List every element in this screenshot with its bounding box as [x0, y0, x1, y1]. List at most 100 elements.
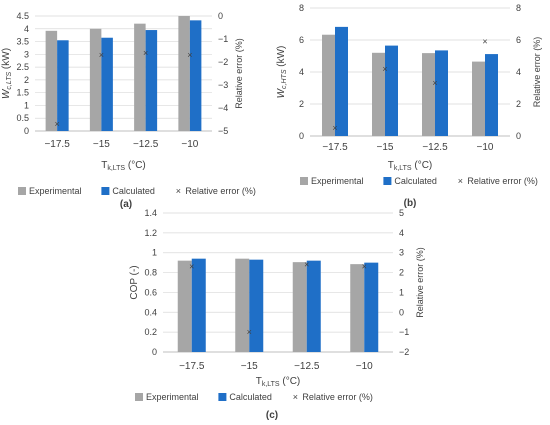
- x-tick-label: −17.5: [44, 139, 70, 150]
- x-tick-label: −10: [181, 139, 198, 150]
- x-axis-label-main: T: [256, 376, 262, 387]
- y-axis-label-main: W: [276, 87, 287, 98]
- y-tick-label: 4: [299, 67, 304, 77]
- relative-error-marker: ×: [362, 262, 367, 272]
- y-tick-label: 1.5: [16, 88, 29, 98]
- panel-label: (a): [120, 199, 132, 210]
- y2-tick-label: −1: [399, 327, 409, 337]
- relative-error-marker: ×: [189, 262, 194, 272]
- legend-swatch-calculated: [383, 177, 392, 185]
- legend-label-relative-error: Relative error (%): [302, 392, 373, 402]
- x-axis-label-unit: (°C): [280, 376, 301, 387]
- relative-error-marker: ×: [247, 327, 252, 337]
- y-tick-label: 0.8: [144, 268, 157, 278]
- y-tick-label: 1.2: [144, 228, 157, 238]
- bar-calculated: [101, 37, 113, 131]
- relative-error-marker: ×: [99, 50, 104, 60]
- y-tick-label: 4: [24, 24, 29, 34]
- y2-tick-label: 5: [399, 208, 404, 218]
- y-axis-label: Wc,LTS (kW): [1, 48, 13, 99]
- y2-tick-label: −2: [218, 57, 228, 67]
- relative-error-marker: ×: [382, 64, 387, 74]
- y-tick-label: 3.5: [16, 37, 29, 47]
- legend: Experimental Calculated × Relative error (%…: [300, 176, 538, 186]
- y-axis-label: COP (-): [129, 265, 140, 299]
- bar-calculated: [435, 50, 448, 136]
- bar-experimental: [472, 61, 485, 136]
- bar-calculated: [364, 262, 379, 352]
- legend-label-relative-error: Relative error (%): [185, 186, 256, 196]
- y2-tick-label: −5: [218, 126, 228, 136]
- y2-tick-label: 4: [399, 228, 404, 238]
- x-tick-label: −12.5: [133, 139, 159, 150]
- y-tick-label: 0.2: [144, 327, 157, 337]
- y-tick-label: 0: [152, 347, 157, 357]
- legend-label-experimental: Experimental: [146, 392, 199, 402]
- y2-tick-label: −2: [399, 347, 409, 357]
- y-axis-label-main: COP (-): [129, 265, 140, 299]
- bar-experimental: [372, 52, 385, 136]
- x-axis-label-main: T: [101, 160, 107, 171]
- chart-panel-1: 00.511.522.533.544.5−5−4−3−2−10×−17.5×−1…: [1, 11, 256, 210]
- y-axis-label-unit: (kW): [276, 46, 287, 70]
- bar-experimental: [45, 30, 58, 132]
- y2-tick-label: −4: [218, 103, 228, 113]
- chart-panel-3: 00.20.40.60.811.21.4−2−1012345×−17.5×−15…: [129, 208, 425, 421]
- x-tick-label: −10: [477, 142, 494, 153]
- x-axis-label-sub: k,LTS: [262, 381, 280, 388]
- y-tick-label: 2: [299, 99, 304, 109]
- legend-swatch-experimental: [300, 177, 308, 185]
- x-tick-label: −15: [93, 139, 110, 150]
- x-tick-label: −12.5: [294, 361, 320, 372]
- y-tick-label: 2: [24, 75, 29, 85]
- y2-tick-label: 2: [516, 99, 521, 109]
- y-tick-label: 0: [299, 131, 304, 141]
- y-tick-label: 0.4: [144, 307, 157, 317]
- relative-error-marker: ×: [54, 119, 59, 129]
- y2-axis-label: Relative error (%): [234, 38, 244, 109]
- y-tick-label: 8: [299, 3, 304, 13]
- relative-error-marker: ×: [187, 50, 192, 60]
- bar-calculated: [385, 45, 398, 136]
- panel-label: (b): [404, 198, 417, 209]
- x-axis-label: Tk,LTS (°C): [101, 160, 146, 172]
- bar-experimental: [177, 260, 192, 352]
- y-tick-label: 0: [24, 126, 29, 136]
- legend-label-calculated: Calculated: [112, 186, 155, 196]
- x-tick-label: −17.5: [179, 361, 205, 372]
- relative-error-marker: ×: [482, 37, 487, 47]
- relative-error-marker: ×: [143, 48, 148, 58]
- bar-calculated: [57, 40, 69, 131]
- y2-tick-label: 6: [516, 35, 521, 45]
- x-tick-label: −10: [356, 361, 373, 372]
- x-tick-label: −17.5: [322, 142, 348, 153]
- legend-label-relative-error: Relative error (%): [467, 176, 538, 186]
- y-axis-label-sub: c,LTS: [6, 72, 13, 90]
- x-axis-label-unit: (°C): [412, 160, 433, 171]
- x-tick-label: −15: [241, 361, 258, 372]
- bar-experimental: [178, 16, 190, 131]
- legend-marker-relative-error: ×: [176, 186, 181, 196]
- x-tick-label: −15: [377, 142, 394, 153]
- y2-axis-label: Relative error (%): [415, 247, 425, 318]
- y-axis-label-sub: c,HTS: [281, 69, 288, 89]
- relative-error-marker: ×: [332, 123, 337, 133]
- y2-tick-label: 2: [399, 268, 404, 278]
- bar-experimental: [422, 53, 435, 137]
- x-axis-label: Tk,LTS (°C): [256, 376, 301, 388]
- y2-tick-label: 0: [516, 131, 521, 141]
- y2-tick-label: 1: [399, 287, 404, 297]
- y2-tick-label: 4: [516, 67, 521, 77]
- y-tick-label: 3: [24, 49, 29, 59]
- y2-tick-label: 3: [399, 248, 404, 258]
- bar-experimental: [322, 34, 335, 136]
- legend-marker-relative-error: ×: [458, 176, 463, 186]
- x-axis-label-unit: (°C): [125, 160, 146, 171]
- legend-label-calculated: Calculated: [394, 176, 437, 186]
- y-tick-label: 0.6: [144, 287, 157, 297]
- bar-calculated: [306, 260, 321, 352]
- bar-experimental: [292, 262, 307, 352]
- y-tick-label: 1: [152, 248, 157, 258]
- x-axis-label-sub: k,LTS: [394, 165, 412, 172]
